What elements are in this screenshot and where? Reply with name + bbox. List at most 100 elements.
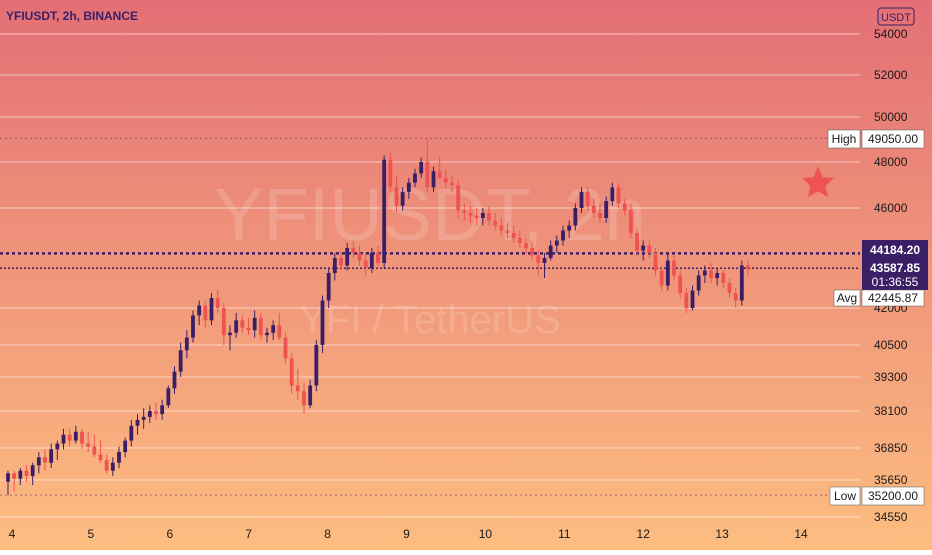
- candle-body-13: [86, 443, 91, 447]
- candle-body-42: [265, 332, 269, 336]
- candle-35: [221, 303, 226, 345]
- candle-body-113: [702, 270, 707, 276]
- candle-37: [234, 312, 239, 338]
- candle-body-53: [332, 258, 337, 273]
- candle-body-40: [252, 317, 257, 331]
- candle-body-58: [363, 260, 368, 268]
- candle-60: [376, 245, 380, 266]
- candle-body-27: [172, 371, 177, 389]
- candle-body-72: [450, 182, 454, 185]
- candle-body-51: [320, 300, 325, 345]
- candle-body-44: [277, 325, 282, 338]
- candle-55: [345, 243, 350, 271]
- candle-14: [92, 434, 97, 458]
- candle-118: [733, 288, 738, 308]
- candle-body-21: [135, 419, 140, 426]
- x-tick-label-4: 8: [324, 527, 331, 541]
- candle-42: [265, 327, 269, 343]
- candle-body-55: [345, 248, 350, 266]
- candle-72: [450, 175, 454, 192]
- candle-12: [80, 428, 84, 450]
- candle-76: [474, 208, 479, 226]
- candle-body-0: [6, 473, 10, 482]
- candle-body-69: [431, 171, 436, 188]
- candle-body-96: [598, 213, 602, 218]
- level-value: 44184.20: [870, 243, 920, 257]
- candle-18: [117, 446, 121, 468]
- candle-27: [172, 366, 177, 394]
- candle-34: [215, 290, 220, 313]
- candle-body-90: [561, 230, 565, 241]
- candle-body-68: [425, 162, 430, 188]
- candle-body-111: [690, 290, 695, 308]
- candle-104: [647, 240, 652, 258]
- candle-16: [104, 454, 109, 474]
- candle-94: [585, 187, 590, 211]
- y-tick-label-9: 36850: [874, 441, 908, 455]
- candle-body-2: [18, 470, 23, 479]
- candle-body-102: [635, 233, 639, 251]
- candle-body-32: [203, 305, 208, 321]
- candle-83: [517, 230, 522, 248]
- candle-body-78: [487, 213, 491, 221]
- candle-body-17: [110, 462, 115, 471]
- x-tick-label-3: 7: [245, 527, 252, 541]
- candle-77: [480, 208, 485, 226]
- candle-body-3: [24, 470, 29, 476]
- candle-100: [622, 198, 627, 216]
- currency-badge-label: USDT: [881, 12, 911, 24]
- candle-body-12: [80, 431, 84, 444]
- candle-body-110: [684, 293, 689, 308]
- candle-body-49: [308, 385, 313, 406]
- candle-41: [258, 312, 263, 341]
- x-tick-label-0: 4: [9, 527, 16, 541]
- last-price-value: 43587.85: [870, 261, 920, 275]
- candle-89: [554, 235, 559, 253]
- candle-body-83: [517, 238, 522, 243]
- last-price-marker: 43587.85 01:36:55: [862, 259, 928, 290]
- candle-body-4: [30, 465, 35, 476]
- high-marker: High 49050.00: [827, 129, 925, 149]
- candle-63: [394, 175, 399, 213]
- candle-13: [86, 431, 91, 452]
- candle-25: [160, 399, 165, 420]
- candle-92: [573, 203, 578, 231]
- candle-28: [178, 342, 183, 377]
- y-tick-label-7: 39300: [874, 370, 908, 384]
- candle-body-105: [653, 253, 658, 271]
- candle-body-117: [727, 283, 732, 293]
- candle-88: [548, 240, 553, 261]
- candle-69: [431, 166, 436, 192]
- candle-91: [567, 220, 572, 238]
- currency-badge[interactable]: USDT: [877, 7, 915, 26]
- candle-80: [499, 218, 504, 236]
- candle-64: [400, 187, 405, 211]
- candle-101: [628, 203, 633, 238]
- candle-body-77: [480, 213, 485, 218]
- x-tick-label-6: 10: [479, 527, 493, 541]
- avg-label: Avg: [837, 291, 857, 305]
- candle-102: [635, 228, 639, 256]
- candle-43: [271, 320, 276, 341]
- candle-119: [739, 260, 744, 306]
- star-icon[interactable]: [802, 166, 834, 197]
- grid-lines: [0, 33, 860, 518]
- y-tick-label-0: 54000: [874, 27, 908, 41]
- high-label: High: [832, 132, 857, 146]
- candle-33: [209, 293, 214, 326]
- candle-body-38: [240, 320, 245, 328]
- candle-body-41: [258, 317, 263, 336]
- candle-body-10: [67, 434, 72, 441]
- candle-49: [308, 379, 313, 409]
- candle-body-31: [197, 305, 202, 316]
- candle-117: [727, 278, 732, 298]
- candle-body-118: [733, 293, 738, 301]
- candle-115: [715, 268, 720, 286]
- candle-body-61: [382, 159, 387, 263]
- candle-96: [598, 203, 602, 223]
- candle-body-7: [49, 449, 54, 463]
- candle-body-74: [462, 210, 467, 213]
- candle-1: [12, 470, 17, 492]
- candle-body-64: [400, 191, 405, 206]
- watermark-symbol: YFIUSDT, 2h: [214, 173, 646, 256]
